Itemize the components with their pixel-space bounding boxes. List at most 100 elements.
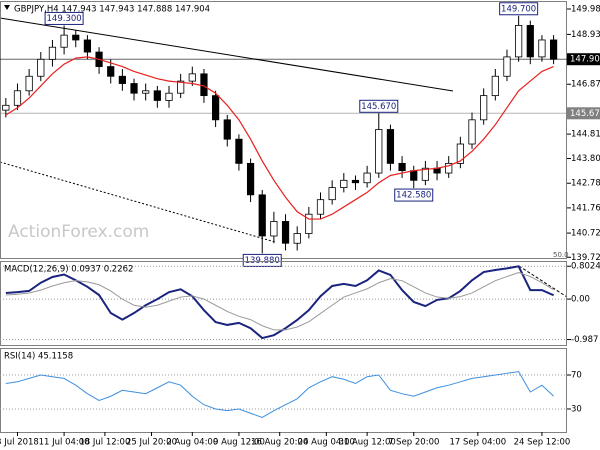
indicator-line [5, 265, 555, 340]
moving-average [5, 56, 554, 220]
candle-body [212, 95, 220, 121]
x-tick-label: 17 Sep 04:00 [449, 438, 506, 448]
annotation-label: 149.300 [47, 14, 82, 24]
candle-body [165, 92, 173, 101]
annotation-box [499, 2, 539, 16]
annotation-box [242, 253, 282, 267]
y-tick-label: 139.720 [571, 253, 600, 263]
panel-title: RSI(14) 45.1158 [4, 352, 73, 362]
x-tick-label: 24 Aug 04:00 [298, 438, 355, 448]
level-label-box [567, 53, 600, 66]
x-tick-label: 18 Jul 12:00 [79, 438, 130, 448]
level-label-box [567, 107, 600, 120]
candle-body [188, 73, 196, 82]
y-tick-label: 140.720 [571, 229, 600, 239]
candle-body [351, 179, 360, 184]
candle-body [235, 138, 243, 164]
symbol-menu-icon[interactable] [4, 5, 10, 10]
y-tick-label: 141.760 [571, 203, 600, 213]
fibo-label: 50.0 [553, 251, 569, 259]
macd-trend-line [518, 265, 568, 298]
candle-body [468, 119, 476, 145]
x-tick-label: 25 Jul 20:00 [126, 438, 177, 448]
trend-line [0, 17, 454, 92]
candle-body [60, 34, 68, 48]
annotation-box [359, 99, 399, 113]
panel-title: MACD(12,26,9) 0.0937 0.2262 [4, 265, 133, 275]
level-label: 145.670 [570, 109, 600, 119]
candle-body [25, 75, 33, 92]
candle-body [491, 75, 499, 97]
candle-body [305, 213, 313, 234]
annotation-box [394, 188, 434, 202]
x-tick-label: 3 Jul 2018 [0, 438, 39, 448]
candle-body [223, 119, 231, 140]
annotation-label: 139.880 [245, 256, 280, 266]
candle-body [48, 46, 57, 60]
indicator-line [5, 271, 554, 331]
y-tick-label: 148.930 [571, 30, 600, 40]
annotation-box [44, 11, 84, 25]
panel-frame [0, 1, 567, 259]
candle-body [281, 221, 290, 244]
candle-body [421, 167, 430, 181]
level-label: 147.904 [570, 55, 600, 65]
candle-body [72, 34, 80, 41]
candle-body [153, 90, 161, 101]
y-tick-label: 70 [571, 371, 582, 381]
candle-body [456, 143, 464, 164]
candle-body [13, 90, 22, 106]
annotation-label: 145.670 [361, 102, 396, 112]
watermark: ActionForex.com [8, 222, 149, 242]
x-tick-label: 24 Sep 12:00 [514, 438, 571, 448]
candle-body [246, 162, 255, 196]
candle-body [142, 90, 150, 94]
y-tick-label: 0.8024 [571, 262, 600, 272]
candle-body [328, 187, 336, 201]
candle-body [200, 73, 208, 97]
candle-body [107, 66, 115, 77]
candle-body [293, 233, 301, 244]
x-tick-label: 16 Aug 20:00 [251, 438, 308, 448]
candle-body [526, 25, 534, 58]
candle-body [83, 39, 92, 53]
candle-body [340, 179, 348, 188]
x-tick-label: 31 Aug 12:00 [338, 438, 395, 448]
candle-body [118, 75, 126, 84]
y-tick-label: 0.00 [571, 295, 590, 305]
candle-body [363, 172, 371, 184]
candle-body [37, 58, 45, 77]
candle-body [270, 221, 278, 237]
indicator-line [5, 371, 554, 419]
annotation-label: 142.580 [396, 191, 431, 201]
candle-body [258, 194, 266, 237]
candle-body [398, 162, 406, 172]
x-tick-label: 2 Aug 04:00 [166, 438, 218, 448]
y-tick-label: -0.987 [571, 335, 598, 345]
x-tick-label: 7 Sep 20:00 [388, 438, 439, 448]
candle-body [515, 25, 523, 58]
candle-body [503, 56, 511, 77]
y-tick-label: 142.780 [571, 179, 600, 189]
panel-title: GBPJPY,H4 147.943 147.943 147.888 147.90… [14, 5, 210, 15]
candle-body [177, 80, 185, 94]
candle-body [375, 129, 383, 174]
x-tick-label: 9 Aug 12:00 [213, 438, 265, 448]
candle-body [130, 83, 138, 94]
candle-body [549, 39, 558, 60]
candle-body [386, 129, 395, 164]
y-tick-label: 30 [571, 404, 582, 414]
panel-frame [0, 348, 567, 433]
x-tick-label: 11 Jul 04:00 [39, 438, 90, 448]
annotation-label: 149.700 [501, 4, 536, 14]
y-tick-label: 143.800 [571, 154, 600, 164]
candle-body [538, 39, 546, 58]
candle-body [445, 162, 453, 174]
y-tick-label: 144.810 [571, 130, 600, 140]
candle-body [480, 95, 488, 121]
panel-frame [0, 261, 567, 346]
y-tick-label: 146.870 [571, 80, 600, 90]
candle-body [316, 199, 325, 215]
candle-body [410, 170, 418, 181]
